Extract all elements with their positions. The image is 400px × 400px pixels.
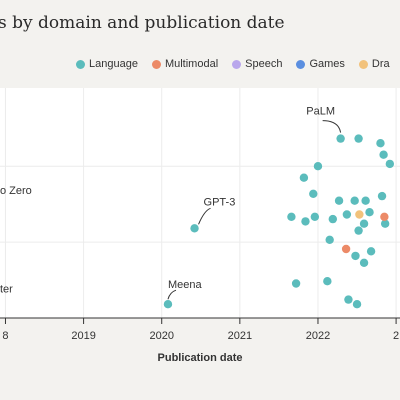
data-point (359, 219, 369, 228)
data-point (385, 159, 395, 169)
data-point (328, 214, 338, 224)
data-point (325, 235, 334, 244)
data-point (336, 134, 345, 143)
legend-swatch (151, 59, 161, 69)
data-point (366, 247, 376, 256)
x-axis-label: Publication date (157, 352, 243, 364)
point-label: GPT-3 (204, 196, 236, 208)
plot-area (0, 88, 400, 318)
data-point (355, 210, 364, 219)
legend-swatch (358, 59, 368, 69)
data-point (361, 196, 370, 205)
data-point (344, 295, 353, 304)
data-point (287, 212, 296, 221)
data-point (354, 134, 363, 143)
data-point (190, 224, 199, 233)
legend-swatch (296, 59, 306, 69)
legend-item[interactable]: Language (76, 58, 138, 70)
data-point (309, 189, 318, 198)
data-point (365, 208, 374, 217)
x-tick-label: 2 (393, 330, 399, 342)
data-point (359, 258, 369, 267)
annotation-leader (322, 120, 342, 133)
data-point (342, 210, 352, 219)
legend-label: Language (89, 58, 138, 70)
data-point (310, 212, 320, 221)
legend-swatch (232, 59, 242, 69)
point-label: o Zero (0, 185, 32, 197)
data-point (291, 279, 301, 288)
data-point (350, 196, 359, 205)
page-title: s by domain and publication date (0, 13, 285, 33)
annotation-leader (198, 207, 211, 225)
legend: Language Multimodal Speech Games Dra (76, 58, 390, 70)
data-point (313, 162, 323, 171)
data-point (377, 191, 387, 201)
data-point (334, 196, 344, 205)
data-point (380, 212, 389, 221)
annotation-leader (167, 289, 177, 300)
data-point (299, 173, 309, 182)
legend-item[interactable]: Dra (358, 58, 390, 70)
legend-item[interactable]: Speech (232, 58, 282, 70)
legend-label: Multimodal (164, 58, 219, 70)
point-label: PaLM (306, 106, 335, 118)
data-point (376, 139, 385, 148)
legend-item[interactable]: Games (296, 58, 345, 70)
data-point (351, 251, 360, 261)
data-point (379, 150, 388, 159)
legend-item[interactable]: Multimodal (151, 58, 219, 70)
scatter-plot: 8 2019 2020 2021 2022 2 Meena GPT-3 PaLM o Zero te… (0, 88, 400, 342)
data-point (341, 244, 351, 254)
x-tick-label: 2019 (71, 330, 95, 342)
point-label: ter (0, 284, 13, 296)
x-tick-label: 2020 (149, 330, 173, 342)
x-tick-label: 2021 (228, 330, 252, 342)
data-point (301, 217, 310, 226)
legend-label: Games (309, 58, 345, 70)
data-point (323, 277, 332, 286)
data-point (380, 219, 390, 228)
legend-label: Speech (245, 58, 283, 70)
legend-label: Dra (371, 58, 390, 70)
data-point (163, 300, 173, 309)
legend-swatch (76, 59, 85, 69)
point-label: Meena (168, 279, 203, 291)
data-point (354, 226, 363, 235)
data-point (352, 300, 362, 309)
x-tick-label: 2022 (306, 330, 330, 342)
x-tick-label: 8 (2, 330, 8, 342)
